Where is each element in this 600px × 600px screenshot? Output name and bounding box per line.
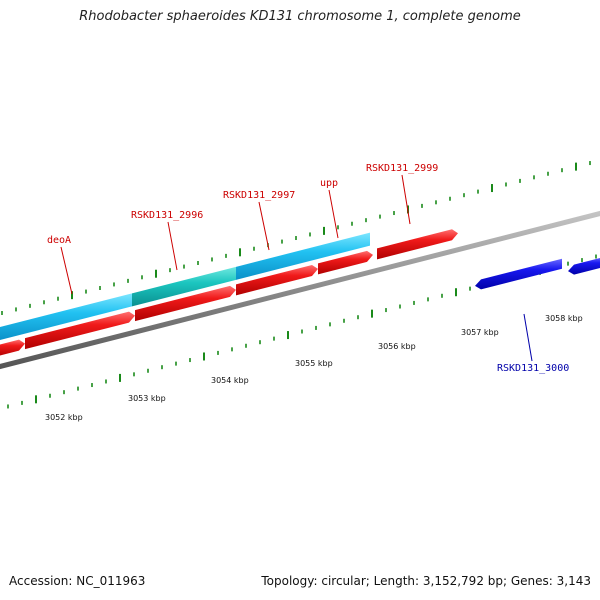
gene-leader-line [258, 201, 270, 251]
tick-label: 3054 kbp [211, 376, 249, 385]
gene-leader-line [328, 189, 339, 239]
gene-leader-line [523, 313, 533, 362]
gene-label: deoA [47, 235, 71, 246]
orf-segment [132, 266, 236, 307]
accession-text: Accession: NC_011963 [9, 574, 146, 588]
forward-gene-arrow [318, 250, 373, 275]
outer-tick-track [1, 161, 591, 315]
tick-label: 3052 kbp [45, 413, 83, 422]
forward-gene-arrow [135, 285, 236, 322]
gene-leader-line [60, 246, 73, 295]
tick-label-group: 3052 kbp 3053 kbp 3054 kbp 3055 kbp 3056 kbp… [45, 314, 583, 422]
tick-label: 3056 kbp [378, 342, 416, 351]
forward-gene-arrow [0, 339, 25, 356]
tick-label: 3058 kbp [545, 314, 583, 323]
orf-segment [236, 232, 370, 280]
tick-label: 3053 kbp [128, 394, 166, 403]
forward-gene-arrow [236, 264, 318, 296]
gene-track [0, 229, 600, 356]
reverse-gene-arrow [568, 258, 600, 275]
orf-segment [0, 293, 132, 340]
gene-leader-line [167, 221, 178, 271]
tick-label: 3055 kbp [295, 359, 333, 368]
gene-label: RSKD131_2999 [366, 163, 438, 174]
gene-leader-line [401, 174, 411, 225]
gene-label: upp [320, 178, 338, 189]
reverse-gene-arrow [475, 258, 562, 290]
gene-label: RSKD131_3000 [497, 363, 569, 374]
backbone-line [0, 210, 600, 370]
page-title: Rhodobacter sphaeroides KD131 chromosome… [79, 9, 521, 24]
gene-label-group: deoA RSKD131_2996 RSKD131_2997 upp RSKD131_2… [47, 163, 569, 374]
orf-track [0, 232, 370, 340]
gene-label: RSKD131_2997 [223, 190, 295, 201]
genome-summary-text: Topology: circular; Length: 3,152,792 bp… [261, 574, 591, 588]
forward-gene-arrow [377, 229, 458, 260]
backbone-track [0, 210, 600, 370]
gene-label: RSKD131_2996 [131, 210, 203, 221]
forward-gene-arrow [25, 311, 135, 350]
tick-label: 3057 kbp [461, 328, 499, 337]
